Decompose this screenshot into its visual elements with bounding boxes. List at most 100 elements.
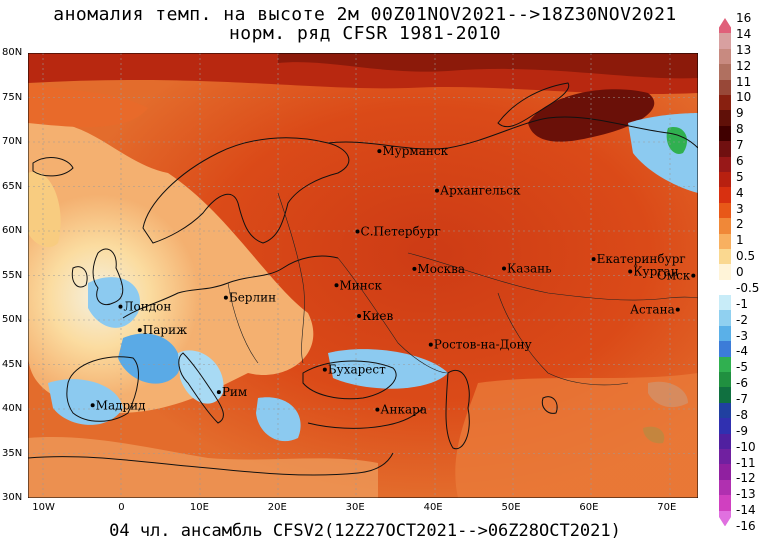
lon-label: 50E: [501, 502, 521, 513]
colorbar-segment: [719, 387, 731, 404]
city-label: Мадрид: [96, 398, 146, 412]
colorbar-label: 0: [736, 265, 744, 279]
city-label: С.Петербург: [361, 225, 441, 239]
colorbar-label: 1: [736, 233, 744, 248]
lon-label: 30E: [345, 502, 365, 513]
city-label: Лондон: [123, 300, 171, 314]
colorbar-label: -10: [736, 439, 756, 454]
city-marker: [428, 342, 433, 347]
lat-label: 40N: [2, 403, 23, 414]
city-label: Киев: [362, 309, 393, 323]
colorbar-segment: [719, 433, 731, 450]
colorbar-label: -2: [736, 312, 748, 327]
map-title: аномалия темп. на высоте 2м 00Z01NOV2021…: [53, 4, 677, 25]
lon-label: 70E: [657, 502, 677, 513]
city-label: Курган: [633, 264, 678, 278]
city-marker: [691, 273, 696, 278]
city-marker: [375, 407, 380, 412]
city-label: Рим: [222, 385, 247, 399]
colorbar-segment: [719, 310, 731, 327]
city-marker: [355, 229, 360, 234]
lon-label: 40E: [423, 502, 443, 513]
colorbar-segment: [719, 279, 731, 296]
colorbar-segment: [719, 48, 731, 65]
lon-label: 10E: [189, 502, 209, 513]
city-marker: [90, 403, 95, 408]
city-marker: [502, 266, 507, 271]
lat-label: 65N: [2, 180, 23, 192]
lat-label: 60N: [2, 225, 23, 236]
city-label: Париж: [143, 323, 187, 337]
city-label: Екатеринбург: [597, 252, 686, 266]
colorbar-segment: [719, 33, 731, 50]
city-marker: [137, 328, 142, 333]
colorbar-label: -1: [736, 296, 748, 311]
colorbar-label: 6: [736, 153, 744, 168]
colorbar-label: 5: [736, 169, 744, 184]
lon-label: 20E: [267, 502, 287, 513]
lon-label: 0: [118, 502, 125, 513]
colorbar-label: 10: [736, 90, 752, 105]
city-marker: [628, 269, 633, 274]
colorbar-segment: [719, 402, 731, 419]
colorbar-label: 13: [736, 42, 752, 57]
city-marker: [377, 149, 382, 154]
lat-label: 50N: [2, 314, 23, 325]
colorbar-label: -8: [736, 407, 748, 422]
colorbar-label: -7: [736, 392, 748, 406]
colorbar-label: 16: [736, 11, 752, 25]
city-marker: [675, 307, 680, 312]
lat-label: 80N: [2, 47, 23, 58]
colorbar-segment: [719, 94, 731, 111]
colorbar-segment: [719, 264, 731, 281]
colorbar-segment: [719, 187, 731, 204]
colorbar-segment: [719, 356, 731, 373]
city-label: Бухарест: [328, 363, 386, 377]
city-label: Казань: [507, 261, 552, 275]
colorbar-label: 4: [736, 185, 744, 200]
lat-label: 55N: [2, 269, 23, 281]
colorbar-segment: [719, 325, 731, 342]
colorbar-label: -12: [736, 471, 756, 486]
colorbar-label: -14: [736, 503, 756, 518]
city-label: Анкара: [380, 403, 427, 417]
colorbar-label: -3: [736, 328, 748, 343]
city-label: Москва: [417, 262, 465, 276]
anomaly-map: Мурманск Архангельск С.Петербург Москва Каза…: [28, 53, 698, 498]
colorbar-segment: [719, 233, 731, 250]
colorbar: [719, 18, 731, 527]
colorbar-segment: [719, 125, 731, 142]
colorbar-label: -5: [736, 360, 748, 375]
colorbar-segment: [719, 110, 731, 127]
city-marker: [334, 283, 339, 288]
lat-label: 30N: [2, 492, 23, 503]
colorbar-segment: [719, 464, 731, 481]
city-label: Астана: [630, 303, 675, 317]
colorbar-label: 14: [736, 26, 752, 41]
colorbar-label: 0.5: [736, 249, 756, 264]
city-marker: [118, 304, 123, 309]
colorbar-segment: [719, 295, 731, 311]
lat-label: 45N: [2, 358, 23, 370]
colorbar-label: -4: [736, 344, 748, 359]
lat-label: 35N: [2, 447, 23, 459]
city-marker: [322, 367, 327, 372]
colorbar-label: 8: [736, 122, 744, 137]
city-label: Мурманск: [382, 144, 448, 158]
colorbar-segment: [719, 495, 731, 512]
colorbar-label: -13: [736, 487, 756, 502]
city-label: Архангельск: [440, 184, 521, 198]
city-marker: [412, 266, 417, 271]
colorbar-label: 9: [736, 106, 744, 121]
colorbar-segment: [719, 171, 731, 188]
colorbar-segment: [719, 18, 731, 34]
map-subtitle: норм. ряд CFSR 1981-2010: [228, 23, 502, 44]
city-label: Ростов-на-Дону: [434, 338, 532, 352]
colorbar-label: -9: [736, 423, 748, 438]
city-marker: [216, 390, 221, 395]
lat-label: 70N: [2, 136, 23, 147]
colorbar-segment: [719, 372, 731, 388]
city-marker: [357, 313, 362, 318]
colorbar-segment: [719, 449, 731, 465]
colorbar-segment: [719, 64, 731, 81]
